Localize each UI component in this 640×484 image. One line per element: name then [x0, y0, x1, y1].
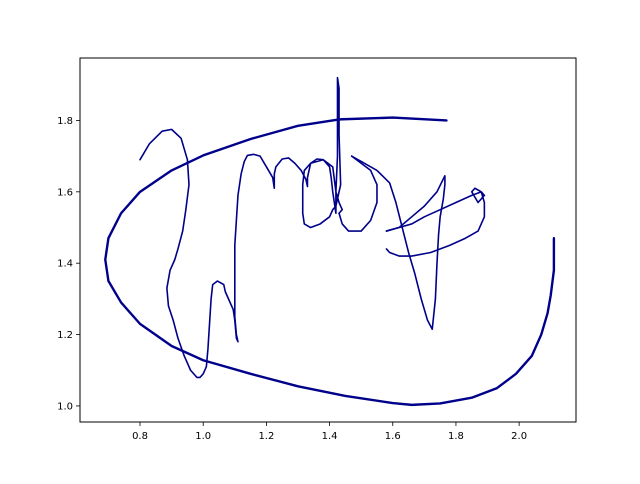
plot-area-background — [80, 58, 576, 422]
y-tick-label: 1.0 — [57, 401, 73, 412]
series-line-2 — [139, 76, 344, 379]
x-tick-label: 1.4 — [322, 431, 338, 442]
x-axis: 0.8 1.0 1.2 1.4 1.6 1.8 2.0 — [132, 422, 527, 442]
series-line-3 — [338, 155, 378, 232]
x-tick-label: 0.8 — [132, 431, 148, 442]
series-line-4 — [350, 155, 446, 331]
y-axis: 1.0 1.2 1.4 1.6 1.8 — [57, 116, 80, 412]
y-tick-label: 1.4 — [57, 259, 73, 270]
x-tick-label: 1.8 — [448, 431, 464, 442]
x-tick-label: 2.0 — [511, 431, 527, 442]
x-tick-label: 1.2 — [258, 431, 274, 442]
series-line-1 — [104, 116, 556, 407]
y-tick-label: 1.6 — [57, 187, 73, 198]
plot-frame — [79, 57, 577, 423]
series-layer — [104, 76, 556, 407]
x-tick-label: 1.6 — [385, 431, 401, 442]
series-line-5 — [385, 187, 486, 257]
y-tick-label: 1.2 — [57, 330, 73, 341]
y-tick-label: 1.8 — [57, 116, 73, 127]
x-tick-label: 1.0 — [195, 431, 211, 442]
